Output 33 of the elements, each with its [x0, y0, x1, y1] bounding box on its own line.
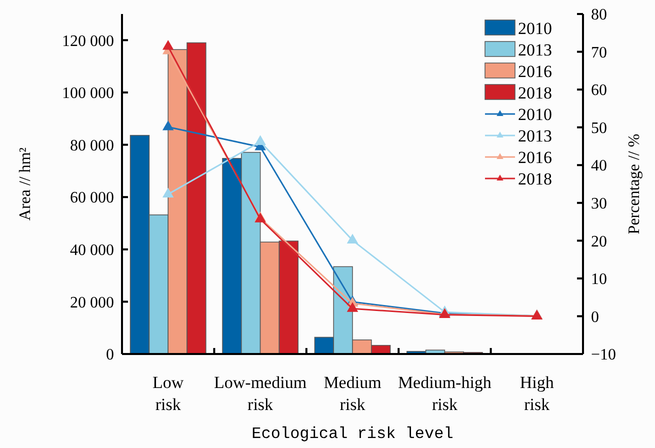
y-tick-label: 60 000	[70, 190, 114, 207]
y2-tick-label: 10	[591, 271, 607, 288]
legend-label: 2010	[518, 18, 552, 38]
y2-tick-label: 70	[591, 44, 607, 62]
y2-tick-label: 20	[591, 233, 607, 250]
legend-label: 2013	[518, 126, 552, 146]
y2-tick-label: −10	[591, 346, 616, 364]
legend-label: 2010	[518, 104, 552, 124]
y2-tick-label: 0	[591, 308, 599, 326]
y-tick-label: 120 000	[62, 32, 114, 50]
y-tick-label: 20 000	[70, 294, 114, 312]
y2-axis-title: Percentage // %	[626, 134, 643, 234]
y2-tick-label: 50	[591, 120, 607, 137]
x-tick-label: Medium-high risk	[398, 373, 492, 414]
y-tick-label: 0	[106, 346, 114, 364]
x-tick-label: High risk	[520, 373, 554, 414]
x-tick-label: Medium risk	[324, 373, 382, 414]
y2-tick-label: 30	[591, 195, 607, 212]
x-tick-label: Low-medium risk	[214, 373, 307, 414]
y-tick-label: 80 000	[70, 137, 114, 154]
legend-label: 2016	[518, 62, 552, 81]
legend-label: 2018	[518, 83, 552, 102]
legend-label: 2018	[518, 169, 552, 188]
y-tick-label: 100 000	[62, 85, 114, 102]
y2-tick-label: 80	[591, 6, 607, 24]
y2-tick-label: 60	[591, 82, 607, 100]
y2-tick-label: 40	[591, 158, 607, 175]
x-axis-title: Ecological risk level	[252, 425, 454, 443]
y-tick-label: 40 000	[70, 242, 114, 259]
legend-label: 2013	[518, 40, 552, 60]
x-tick-label: Low risk	[152, 373, 184, 414]
y-axis-title: Area // hm²	[17, 147, 34, 221]
legend-label: 2016	[518, 148, 552, 167]
